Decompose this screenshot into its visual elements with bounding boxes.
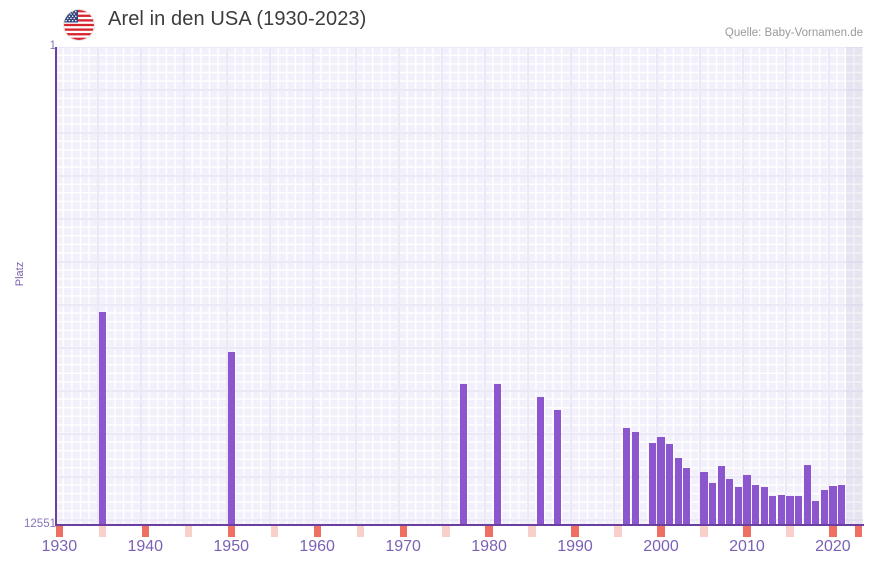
x-axis-tick-2000: 2000 [643,538,679,555]
us-flag-icon [64,10,94,40]
year-marker [571,526,579,537]
year-marker [184,526,192,537]
bar [648,443,656,525]
bar [803,465,811,525]
year-marker [98,526,106,537]
bar [227,352,235,525]
year-marker [485,526,493,537]
x-axis-tick-1960: 1960 [299,538,335,555]
x-axis-line [55,524,864,526]
chart-header: Arel in den USA (1930-2023) Quelle: Baby… [0,0,873,47]
year-marker [399,526,407,537]
x-axis-tick-2010: 2010 [729,538,765,555]
x-axis-tick-2020: 2020 [815,538,851,555]
grid-major [55,47,863,525]
year-marker [657,526,665,537]
bar [459,384,467,525]
bar [812,501,820,525]
year-marker [855,526,863,537]
bar [665,444,674,525]
plot-area [55,47,863,525]
bar-series [55,47,863,525]
bar [760,487,768,525]
bar [786,496,794,525]
bar [708,482,717,525]
page-title: Arel in den USA (1930-2023) [108,8,367,30]
bar [837,484,846,525]
bar [623,427,631,525]
x-axis-tick-1970: 1970 [385,538,421,555]
bar [743,474,751,525]
year-marker [442,526,450,537]
x-axis-tick-1990: 1990 [557,538,593,555]
year-marker [141,526,149,537]
year-marker-strip [55,526,863,537]
x-axis-tick-1950: 1950 [213,538,249,555]
year-marker [829,526,837,537]
bar [717,465,725,525]
year-marker [743,526,751,537]
year-marker [356,526,364,537]
bar [554,409,562,525]
bar [657,437,665,525]
bar [537,397,545,525]
year-marker [313,526,321,537]
year-marker [700,526,708,537]
year-marker [270,526,278,537]
bar [700,472,708,525]
y-axis-title: Platz [14,261,27,287]
bar [751,484,760,525]
bar [494,384,502,525]
y-axis-tick-top: 1 [49,40,56,52]
x-axis-tick-1930: 1930 [41,538,78,555]
bar [683,467,691,525]
bar [674,457,682,525]
forecast-shaded-region [845,47,863,525]
year-marker [786,526,794,537]
y-axis-tick-bottom: 12551 [24,518,56,530]
bar [829,485,837,525]
bar [769,496,777,525]
bar [820,489,828,525]
bar [631,432,639,525]
source-attribution: Quelle: Baby-Vornamen.de [724,27,863,39]
year-marker [528,526,536,537]
year-marker [55,526,63,537]
bar [734,486,742,525]
bar [726,478,734,525]
year-marker [227,526,235,537]
bar [98,311,106,525]
x-axis-tick-1980: 1980 [471,538,507,555]
bar [794,496,803,525]
x-axis-tick-1940: 1940 [127,538,164,555]
year-marker [614,526,622,537]
bar [777,494,785,525]
y-axis-line [55,47,57,526]
